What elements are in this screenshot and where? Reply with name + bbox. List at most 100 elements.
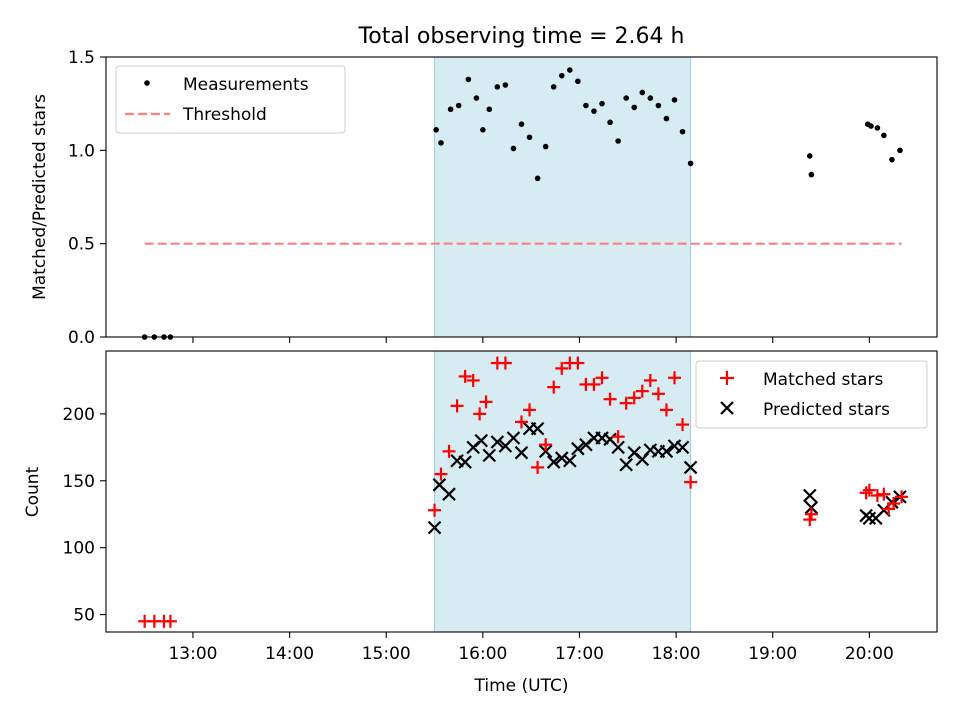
predicted-stars-point: [554, 451, 569, 465]
measurement-point: [806, 153, 813, 159]
x-axis-label: Time (UTC): [474, 676, 569, 696]
matched-stars-point: [676, 418, 690, 432]
matched-stars-point: [651, 387, 665, 401]
y-tick-label: 1.5: [68, 48, 95, 68]
x-tick-label: 16:00: [458, 644, 507, 664]
measurement-point: [607, 119, 613, 126]
matched-stars-point: [619, 396, 633, 410]
predicted-stars-point: [506, 431, 521, 445]
measurement-point: [465, 76, 472, 83]
matched-stars-point: [555, 361, 569, 375]
matched-stars-point: [434, 467, 448, 481]
legend-matched-marker: [720, 371, 734, 385]
measurement-point: [631, 104, 638, 111]
y-tick-label: 50: [73, 606, 95, 626]
predicted-stars-point: [804, 500, 819, 515]
matched-stars-point: [479, 395, 493, 409]
y-tick-label: 1.0: [68, 141, 95, 161]
legend-predicted-label: Predicted stars: [763, 400, 890, 420]
x-tick-label: 15:00: [362, 644, 411, 664]
bottom-y-axis-label: Count: [23, 466, 43, 517]
matched-stars-point: [450, 399, 464, 413]
predicted-stars-point: [530, 421, 545, 436]
predicted-stars-point: [659, 444, 674, 459]
matched-stars-point: [862, 483, 876, 497]
matched-stars-point: [515, 415, 528, 429]
measurement-point: [575, 78, 581, 85]
matched-stars-point: [442, 444, 456, 458]
matched-stars-point: [595, 371, 609, 385]
predicted-stars-point: [611, 440, 625, 455]
matched-stars-point: [163, 614, 177, 628]
matched-stars-point: [635, 384, 649, 398]
measurement-point: [897, 147, 903, 154]
predicted-stars-point: [546, 455, 561, 469]
x-tick-label: 17:00: [555, 644, 604, 664]
y-tick-label: 0.5: [68, 235, 95, 255]
matched-stars-point: [887, 497, 901, 511]
top-y-ticks: 0.0 0.5 1.0 1.5: [68, 48, 106, 348]
measurement-point: [591, 108, 597, 114]
predicted-stars-point: [802, 488, 817, 503]
measurement-point: [639, 89, 646, 96]
legend-measurements-label: Measurements: [183, 75, 309, 95]
matched-stars-point: [531, 460, 545, 474]
matched-stars-point: [859, 486, 873, 500]
top-legend: Measurements Threshold: [115, 65, 346, 134]
legend-threshold-label: Threshold: [182, 105, 267, 125]
matched-stars-point: [804, 507, 818, 521]
predicted-stars-point: [427, 520, 442, 535]
measurement-point: [868, 123, 874, 129]
measurement-point: [502, 82, 509, 88]
measurement-point: [455, 102, 462, 109]
measurement-point: [494, 84, 501, 90]
measurement-point: [526, 134, 533, 141]
bottom-x-ticks: 13:00 14:00 15:00 16:00 17:00 18:00 19:00 20:00: [168, 632, 894, 664]
measurement-point: [433, 127, 439, 133]
predicted-stars-point: [675, 440, 690, 455]
predicted-stars-point: [571, 441, 585, 456]
matched-stars-point: [611, 430, 625, 444]
measurement-point: [881, 132, 887, 139]
bottom-legend-box: [695, 360, 928, 429]
measurement-point: [447, 106, 454, 113]
top-panel-frame: [105, 56, 938, 338]
y-tick-label: 100: [63, 539, 95, 559]
bottom-shaded-interval: [434, 351, 692, 632]
bottom-legend: Matched stars Predicted stars: [695, 360, 928, 429]
predicted-stars-point: [538, 444, 553, 459]
figure-title: Total observing time = 2.64 h: [358, 24, 685, 49]
observing-interval-fill: [434, 57, 691, 337]
measurement-point: [486, 106, 493, 113]
measurement-point: [438, 140, 444, 146]
count-points: [138, 356, 909, 628]
top-legend-box: [115, 65, 346, 134]
top-panel: 0.0 0.5 1.0 1.5 Matched/Predicted stars Mea…: [30, 48, 938, 348]
measurement-point: [615, 138, 621, 144]
matched-stars-point: [667, 371, 681, 385]
predicted-stars-point: [442, 487, 456, 501]
matched-stars-point: [603, 392, 617, 406]
measurement-point: [889, 156, 895, 163]
predicted-stars-point: [619, 457, 633, 472]
measurement-point: [518, 121, 525, 127]
measurement-point: [808, 171, 815, 178]
x-tick-label: 20:00: [845, 644, 894, 664]
measurement-point: [567, 67, 573, 73]
top-y-axis-label: Matched/Predicted stars: [30, 94, 50, 300]
matched-stars-point: [473, 407, 487, 421]
y-tick-label: 200: [63, 405, 95, 425]
matched-stars-point: [547, 380, 561, 394]
measurement-point: [550, 84, 557, 90]
top-x-ticks: [192, 337, 870, 343]
measurement-point: [583, 102, 589, 109]
legend-matched-label: Matched stars: [763, 370, 883, 390]
matched-stars-point: [587, 377, 601, 391]
measurement-point: [542, 143, 549, 150]
legend-predicted-marker: [720, 401, 734, 415]
matched-stars-point: [458, 369, 472, 383]
matched-stars-point: [539, 438, 553, 452]
predicted-stars-point: [563, 453, 577, 468]
x-tick-label: 13:00: [168, 644, 217, 664]
measurement-point: [647, 95, 654, 101]
